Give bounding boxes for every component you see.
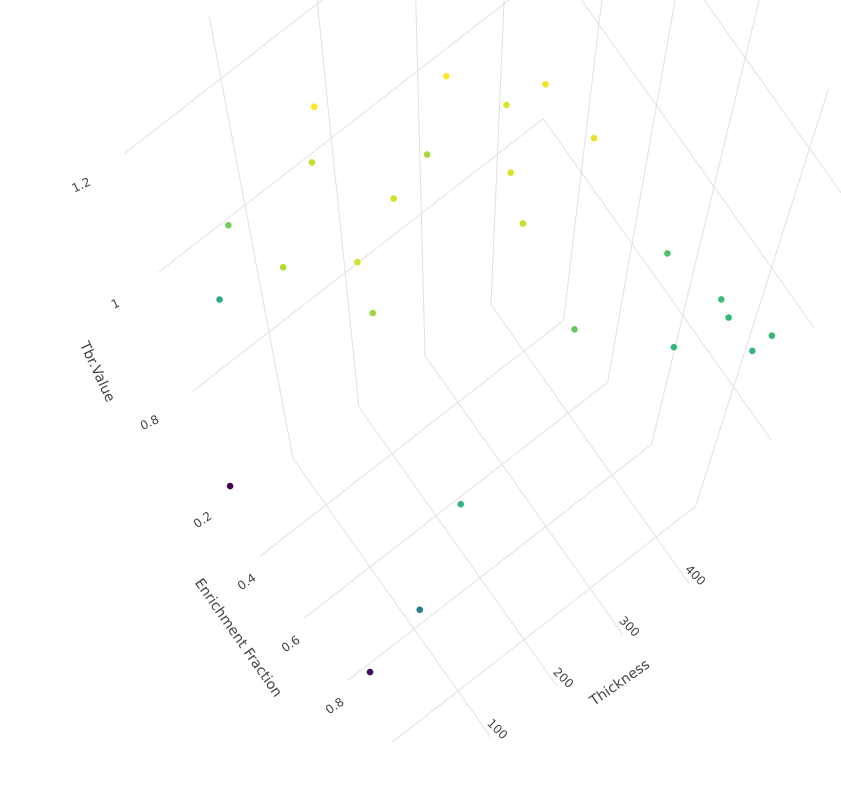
- x-tick-label: 100: [484, 716, 510, 742]
- grid-line: [192, 118, 544, 392]
- data-point: [664, 250, 671, 257]
- grid-line: [292, 458, 492, 738]
- data-point: [366, 668, 374, 676]
- data-point: [225, 221, 232, 229]
- grid-line: [158, 0, 510, 273]
- grid-line: [542, 118, 773, 441]
- data-point: [542, 81, 549, 88]
- grid-line: [303, 381, 608, 619]
- grid-line: [651, 0, 760, 445]
- grid-line: [391, 505, 696, 743]
- grid-line: [703, 0, 841, 194]
- data-point: [279, 264, 287, 271]
- y-tick-label: 0.2: [191, 509, 215, 531]
- z-tick-label: 0.8: [138, 412, 161, 433]
- y-tick-label: 0.8: [323, 695, 347, 717]
- data-point: [443, 72, 450, 80]
- grid-line: [347, 443, 652, 681]
- data-point: [768, 332, 776, 340]
- tick-labels: 100 200 300 400 0.2 0.4 0.6 0.8 0.8 1 1.2: [70, 175, 709, 743]
- grid-line: [208, 15, 294, 459]
- data-point: [670, 343, 678, 351]
- data-point: [226, 482, 234, 490]
- x-tick-label: 300: [616, 613, 642, 639]
- grid-line: [358, 406, 558, 687]
- grid-line: [580, 0, 816, 329]
- grid-line: [259, 319, 564, 557]
- data-point: [354, 258, 361, 266]
- data-point: [571, 326, 578, 333]
- data-point: [507, 169, 515, 177]
- y-axis-title: Enrichment Fraction: [191, 576, 285, 701]
- grid-line: [490, 0, 505, 305]
- x-axis-title: Thickness: [586, 657, 653, 710]
- data-point: [725, 314, 732, 321]
- points: [216, 72, 776, 676]
- grid-line: [490, 304, 690, 584]
- grid-line: [415, 0, 426, 356]
- x-tick-label: 200: [550, 665, 576, 691]
- y-tick-label: 0.6: [279, 633, 303, 655]
- data-point: [457, 500, 465, 508]
- data-point: [390, 195, 397, 202]
- data-point: [717, 296, 725, 303]
- grid-line: [695, 88, 829, 507]
- grid-line: [124, 0, 323, 154]
- y-tick-label: 0.4: [235, 571, 259, 593]
- x-tick-label: 400: [682, 562, 708, 588]
- data-point: [369, 309, 377, 317]
- data-point: [416, 606, 424, 614]
- data-point: [308, 159, 316, 166]
- grid: [124, 0, 841, 743]
- data-point: [749, 347, 756, 355]
- data-point: [519, 220, 527, 227]
- z-axis-title: Tbr.Value: [76, 338, 118, 404]
- z-tick-label: 1: [109, 296, 122, 312]
- data-point: [590, 134, 598, 142]
- data-point: [310, 103, 318, 111]
- data-point: [423, 151, 431, 158]
- grid-line: [316, 0, 360, 408]
- data-point: [503, 101, 510, 109]
- grid-line: [424, 355, 624, 636]
- grid-line: [607, 0, 676, 383]
- grid-line: [563, 0, 603, 321]
- z-tick-label: 1.2: [70, 175, 93, 196]
- data-point: [216, 296, 223, 303]
